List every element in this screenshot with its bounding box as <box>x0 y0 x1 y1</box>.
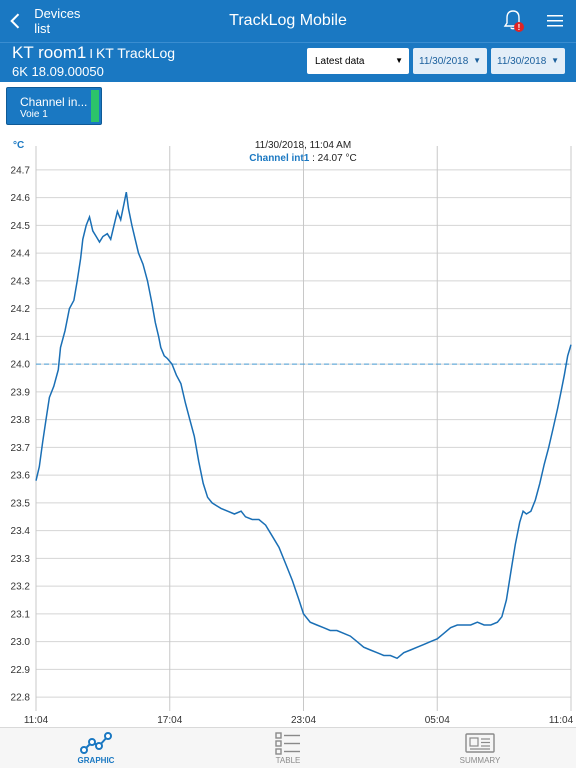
dropdown-arrow-icon: ▼ <box>473 56 481 65</box>
y-tick-label: 22.8 <box>11 693 31 704</box>
y-tick-label: 23.4 <box>11 526 31 537</box>
tab-graphic[interactable]: GRAPHIC <box>0 728 192 769</box>
dropdown-arrow-icon: ▼ <box>551 56 559 65</box>
date-from-select[interactable]: 11/30/2018 ▼ <box>413 48 487 74</box>
hamburger-menu-icon <box>547 15 563 27</box>
range-select[interactable]: Latest data ▼ <box>307 48 409 74</box>
alert-badge <box>514 22 524 32</box>
y-tick-label: 24.7 <box>11 165 31 176</box>
y-axis-unit: °C <box>13 140 24 151</box>
temperature-chart[interactable]: °C 24.724.624.524.424.324.224.124.023.92… <box>0 128 576 727</box>
y-tick-label: 24.6 <box>11 193 31 204</box>
app-title: TrackLog Mobile <box>229 12 347 29</box>
y-tick-label: 24.1 <box>11 332 31 343</box>
x-tick-label: 11:04 <box>24 715 49 726</box>
y-axis-ticks: 24.7 24.6 24.5 24.4 24.3 24.2 24.1 24.0 23.9 23.8… <box>11 165 31 703</box>
y-tick-label: 23.6 <box>11 471 31 482</box>
chevron-left-icon <box>10 13 20 29</box>
y-tick-label: 24.4 <box>11 249 31 260</box>
y-tick-label: 22.9 <box>11 665 31 676</box>
y-tick-label: 24.0 <box>11 360 31 371</box>
channel-active-indicator <box>91 90 99 122</box>
y-tick-label: 23.2 <box>11 582 31 593</box>
y-tick-label: 24.3 <box>11 276 31 287</box>
bottom-tab-bar: GRAPHIC TABLE SUMMARY <box>0 727 576 768</box>
y-tick-label: 23.5 <box>11 498 31 509</box>
device-name: KT room1 <box>12 43 87 62</box>
back-button[interactable]: Devices list <box>10 6 90 36</box>
y-tick-label: 24.5 <box>11 221 31 232</box>
y-tick-label: 23.0 <box>11 637 31 648</box>
date-from-value: 11/30/2018 <box>419 55 469 67</box>
cursor-time: 11/30/2018, 11:04 AM <box>255 140 351 151</box>
bell-icon: ! <box>503 10 524 32</box>
notification-bell-button[interactable]: ! <box>502 8 526 34</box>
device-model: KT TrackLog <box>95 45 176 61</box>
graphic-icon <box>80 732 112 754</box>
y-tick-label: 23.8 <box>11 415 31 426</box>
y-tick-label: 23.3 <box>11 554 31 565</box>
date-to-value: 11/30/2018 <box>497 55 547 67</box>
back-label: Devices list <box>34 6 81 36</box>
x-tick-label: 17:04 <box>157 715 182 726</box>
device-header: KT room1 I KT TrackLog 6K 18.09.00050 Late… <box>0 42 576 82</box>
chart-grid <box>35 146 572 711</box>
svg-text:!: ! <box>518 23 521 32</box>
cursor-value: 24.07 °C <box>318 153 357 164</box>
cursor-readout: Channel int1 : 24.07 °C <box>249 153 356 164</box>
device-title: KT room1 I KT TrackLog <box>12 43 175 63</box>
x-tick-label: 23:04 <box>291 715 316 726</box>
y-tick-label: 23.7 <box>11 443 31 454</box>
channel-sub-label: Voie 1 <box>20 109 48 120</box>
top-bar: Devices list TrackLog Mobile ! <box>0 0 576 42</box>
menu-button[interactable] <box>546 13 564 29</box>
channel-label: Channel in... <box>20 95 88 109</box>
table-icon <box>275 732 300 755</box>
channel-toggle-button[interactable]: Channel in... Voie 1 <box>6 87 102 125</box>
x-tick-label: 11:04 <box>549 715 574 726</box>
tab-table-label: TABLE <box>275 756 301 765</box>
range-select-value: Latest data <box>315 55 365 67</box>
tab-table[interactable]: TABLE <box>192 728 384 769</box>
cursor-series-name: Channel int1 <box>249 153 309 164</box>
y-tick-label: 23.1 <box>11 609 31 620</box>
device-separator: I <box>89 46 93 61</box>
dropdown-arrow-icon: ▼ <box>395 56 403 65</box>
device-serial: 6K 18.09.00050 <box>12 64 104 79</box>
date-to-select[interactable]: 11/30/2018 ▼ <box>491 48 565 74</box>
tab-summary[interactable]: SUMMARY <box>384 728 576 769</box>
tab-graphic-label: GRAPHIC <box>77 756 115 765</box>
tab-summary-label: SUMMARY <box>459 756 501 765</box>
y-tick-label: 24.2 <box>11 304 31 315</box>
y-tick-label: 23.9 <box>11 387 31 398</box>
series-line-channel-int1 <box>35 191 572 660</box>
summary-icon <box>465 733 495 753</box>
x-tick-label: 05:04 <box>425 715 450 726</box>
x-axis-ticks: 11:04 17:04 23:04 05:04 11:04 <box>24 715 574 726</box>
